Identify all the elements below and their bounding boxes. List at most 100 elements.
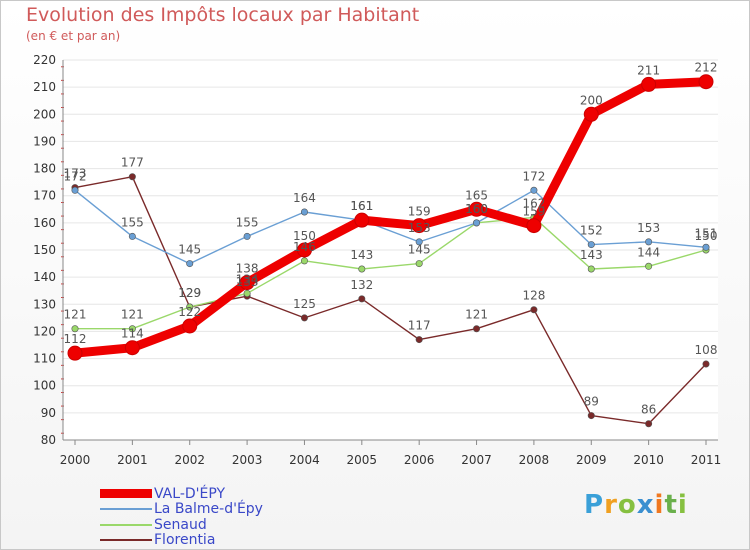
data-point <box>469 201 485 217</box>
x-tick-label: 2003 <box>232 453 263 467</box>
data-point <box>641 76 657 92</box>
data-label: 143 <box>350 248 373 262</box>
data-label: 145 <box>408 243 431 257</box>
data-point <box>300 208 308 216</box>
y-tick-label: 90 <box>41 406 56 420</box>
data-label: 143 <box>580 248 603 262</box>
data-label: 159 <box>408 205 431 219</box>
data-label: 132 <box>350 278 373 292</box>
logo-letter: x <box>636 490 655 520</box>
y-tick-label: 200 <box>33 107 56 121</box>
data-label: 162 <box>522 196 545 210</box>
data-point <box>530 186 538 194</box>
data-label: 153 <box>408 221 431 235</box>
data-point <box>702 360 710 368</box>
data-point <box>587 241 595 249</box>
data-point <box>526 218 542 234</box>
data-point <box>128 232 136 240</box>
y-tick-label: 210 <box>33 80 56 94</box>
x-tick-label: 2004 <box>289 453 320 467</box>
logo-letter: i <box>654 490 665 520</box>
y-tick-label: 100 <box>33 379 56 393</box>
data-point <box>587 412 595 420</box>
data-label: 129 <box>178 286 201 300</box>
chart-subtitle: (en € et par an) <box>26 29 121 43</box>
data-label: 161 <box>350 199 373 213</box>
data-label: 146 <box>293 240 316 254</box>
data-point <box>71 186 79 194</box>
data-label: 161 <box>350 199 373 213</box>
data-label: 128 <box>522 289 545 303</box>
x-tick-label: 2007 <box>461 453 492 467</box>
series-line <box>74 176 707 425</box>
data-label: 160 <box>465 202 488 216</box>
data-point <box>182 318 198 334</box>
data-label: 121 <box>64 308 87 322</box>
y-tick-label: 180 <box>33 162 56 176</box>
legend-label: VAL-D'ÉPY <box>154 485 226 502</box>
legend-label: Senaud <box>154 516 207 533</box>
data-label: 144 <box>637 245 660 259</box>
y-tick-label: 110 <box>33 352 56 366</box>
data-label: 155 <box>236 215 259 229</box>
legend-item: Florentia <box>100 532 215 548</box>
data-label: 177 <box>121 156 144 170</box>
data-point <box>411 218 427 234</box>
data-label: 152 <box>580 224 603 238</box>
data-point <box>243 232 251 240</box>
data-point <box>300 314 308 322</box>
data-label: 145 <box>178 243 201 257</box>
data-label: 155 <box>121 215 144 229</box>
data-point <box>128 173 136 181</box>
data-point <box>71 325 79 333</box>
data-point <box>415 336 423 344</box>
x-tick-label: 2002 <box>174 453 205 467</box>
data-point <box>186 260 194 268</box>
x-tick-label: 2006 <box>404 453 435 467</box>
x-tick-label: 2009 <box>576 453 607 467</box>
data-label: 150 <box>293 229 316 243</box>
legend-item: Senaud <box>100 516 207 533</box>
data-label: 89 <box>584 395 599 409</box>
data-point <box>239 275 255 291</box>
logo-letter: t <box>664 490 678 520</box>
data-label: 114 <box>121 327 144 341</box>
series-line <box>74 189 707 265</box>
data-point <box>645 262 653 270</box>
data-point <box>358 265 366 273</box>
data-point <box>645 420 653 428</box>
logo-letter: P <box>584 490 605 520</box>
data-label: 160 <box>465 202 488 216</box>
data-label: 138 <box>236 262 259 276</box>
data-point <box>583 106 599 122</box>
data-point <box>415 260 423 268</box>
data-label: 129 <box>178 286 201 300</box>
data-label: 151 <box>695 226 718 240</box>
data-label: 164 <box>293 191 316 205</box>
data-label: 117 <box>408 319 431 333</box>
legend-swatch <box>100 489 152 498</box>
data-point <box>698 74 714 90</box>
data-label: 212 <box>695 61 718 75</box>
data-point <box>358 295 366 303</box>
data-point <box>67 345 83 361</box>
data-label: 172 <box>64 169 87 183</box>
data-point <box>415 238 423 246</box>
legend-swatch <box>100 523 152 526</box>
data-label: 134 <box>236 272 259 286</box>
data-point <box>296 242 312 258</box>
data-label: 150 <box>695 229 718 243</box>
data-label: 122 <box>178 305 201 319</box>
legend-item: La Balme-d'Épy <box>100 501 263 517</box>
data-label: 173 <box>64 167 87 181</box>
data-point <box>186 303 194 311</box>
data-point <box>354 212 370 228</box>
legend-swatch <box>100 538 152 541</box>
data-point <box>128 325 136 333</box>
data-point <box>530 306 538 314</box>
series-line <box>70 77 711 358</box>
x-tick-label: 2005 <box>347 453 378 467</box>
y-tick-label: 190 <box>33 134 56 148</box>
y-tick-label: 130 <box>33 297 56 311</box>
